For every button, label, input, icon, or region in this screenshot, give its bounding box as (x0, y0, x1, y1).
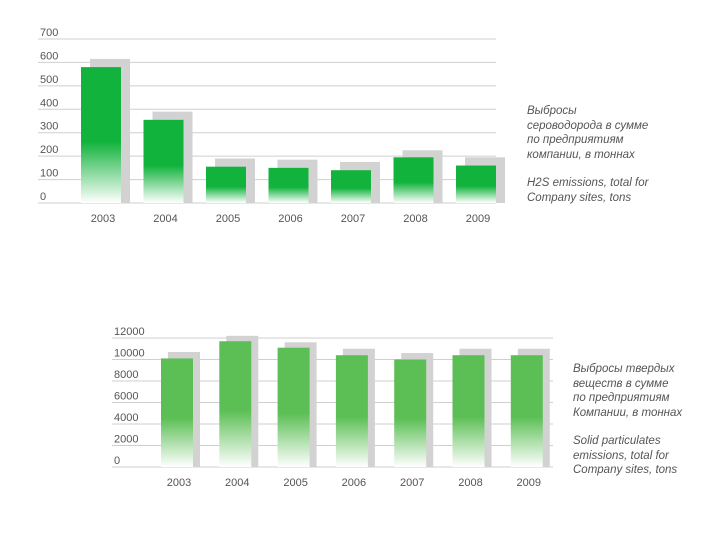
caption-ru-line: Компании, в тоннах (573, 406, 683, 419)
y-tick-label: 300 (40, 121, 58, 133)
bar-front (452, 355, 485, 467)
bar-front (394, 359, 427, 467)
y-tick-label: 100 (40, 168, 58, 180)
caption-en-line: H2S emissions, total for (527, 177, 649, 189)
y-tick-label: 4000 (114, 412, 138, 424)
x-tick-label: 2004 (153, 213, 177, 225)
caption-ru-line: веществ в сумме (573, 377, 669, 390)
y-tick-label: 600 (40, 50, 58, 62)
x-tick-label: 2004 (225, 477, 249, 489)
solid-particulates-chart: 0 2000 4000 6000 8000 10000 12000 2003 2004 2005 2… (112, 326, 553, 489)
bar-front (510, 355, 543, 467)
y-tick-label: 400 (40, 97, 58, 109)
bar-front (331, 170, 371, 203)
x-tick-label: 2003 (167, 477, 191, 489)
bar-front (143, 119, 184, 203)
bar-front (277, 347, 310, 467)
caption-ru-line: Выбросы (527, 105, 577, 117)
bar-front (393, 157, 434, 203)
y-tick-label: 0 (40, 191, 46, 203)
h2s-chart-caption: Выбросы сероводорода в сумме по предприя… (527, 104, 707, 205)
x-tick-label: 2005 (283, 477, 307, 489)
x-tick-label: 2006 (278, 213, 302, 225)
x-tick-label: 2006 (342, 477, 366, 489)
x-tick-label: 2007 (400, 477, 424, 489)
y-tick-label: 700 (40, 27, 58, 39)
caption-en-line: emissions, total for (573, 449, 669, 462)
caption-en-line: Company sites, tons (527, 191, 632, 204)
x-tick-label: 2008 (458, 477, 482, 489)
bar-front (268, 167, 309, 203)
y-tick-label: 12000 (114, 326, 145, 338)
y-tick-label: 200 (40, 144, 58, 156)
y-tick-label: 2000 (114, 434, 138, 446)
caption-en-line: Company sites, tons (573, 464, 678, 476)
bar-front (206, 166, 246, 203)
x-tick-label: 2005 (216, 213, 240, 225)
x-tick-label: 2007 (341, 213, 365, 225)
h2s-emissions-chart: 0 100 200 300 400 500 600 700 2003 2004 2005 2006 20… (38, 27, 505, 225)
caption-ru-line: по предприятиям (527, 134, 624, 146)
y-tick-label: 500 (40, 74, 58, 86)
bar-front (161, 358, 193, 467)
y-tick-label: 0 (114, 455, 120, 467)
caption-ru-line: компании, в тоннах (527, 148, 635, 161)
particulates-chart-caption: Выбросы твердых веществ в сумме по предп… (573, 362, 713, 478)
y-tick-label: 10000 (114, 348, 145, 360)
caption-ru-line: Выбросы твердых (573, 363, 675, 375)
x-tick-label: 2009 (466, 213, 490, 225)
y-tick-label: 8000 (114, 369, 138, 381)
x-tick-label: 2003 (91, 213, 115, 225)
caption-ru-line: по предприятиям (573, 392, 670, 404)
bar-front (456, 165, 496, 203)
caption-en-line: Solid particulates (573, 435, 661, 447)
bar-front (81, 67, 121, 203)
caption-ru-line: сероводорода в сумме (527, 119, 649, 132)
x-tick-label: 2009 (517, 477, 541, 489)
y-tick-label: 6000 (114, 391, 138, 403)
x-tick-label: 2008 (403, 213, 427, 225)
bar-front (219, 341, 252, 467)
bar-front (335, 355, 368, 467)
